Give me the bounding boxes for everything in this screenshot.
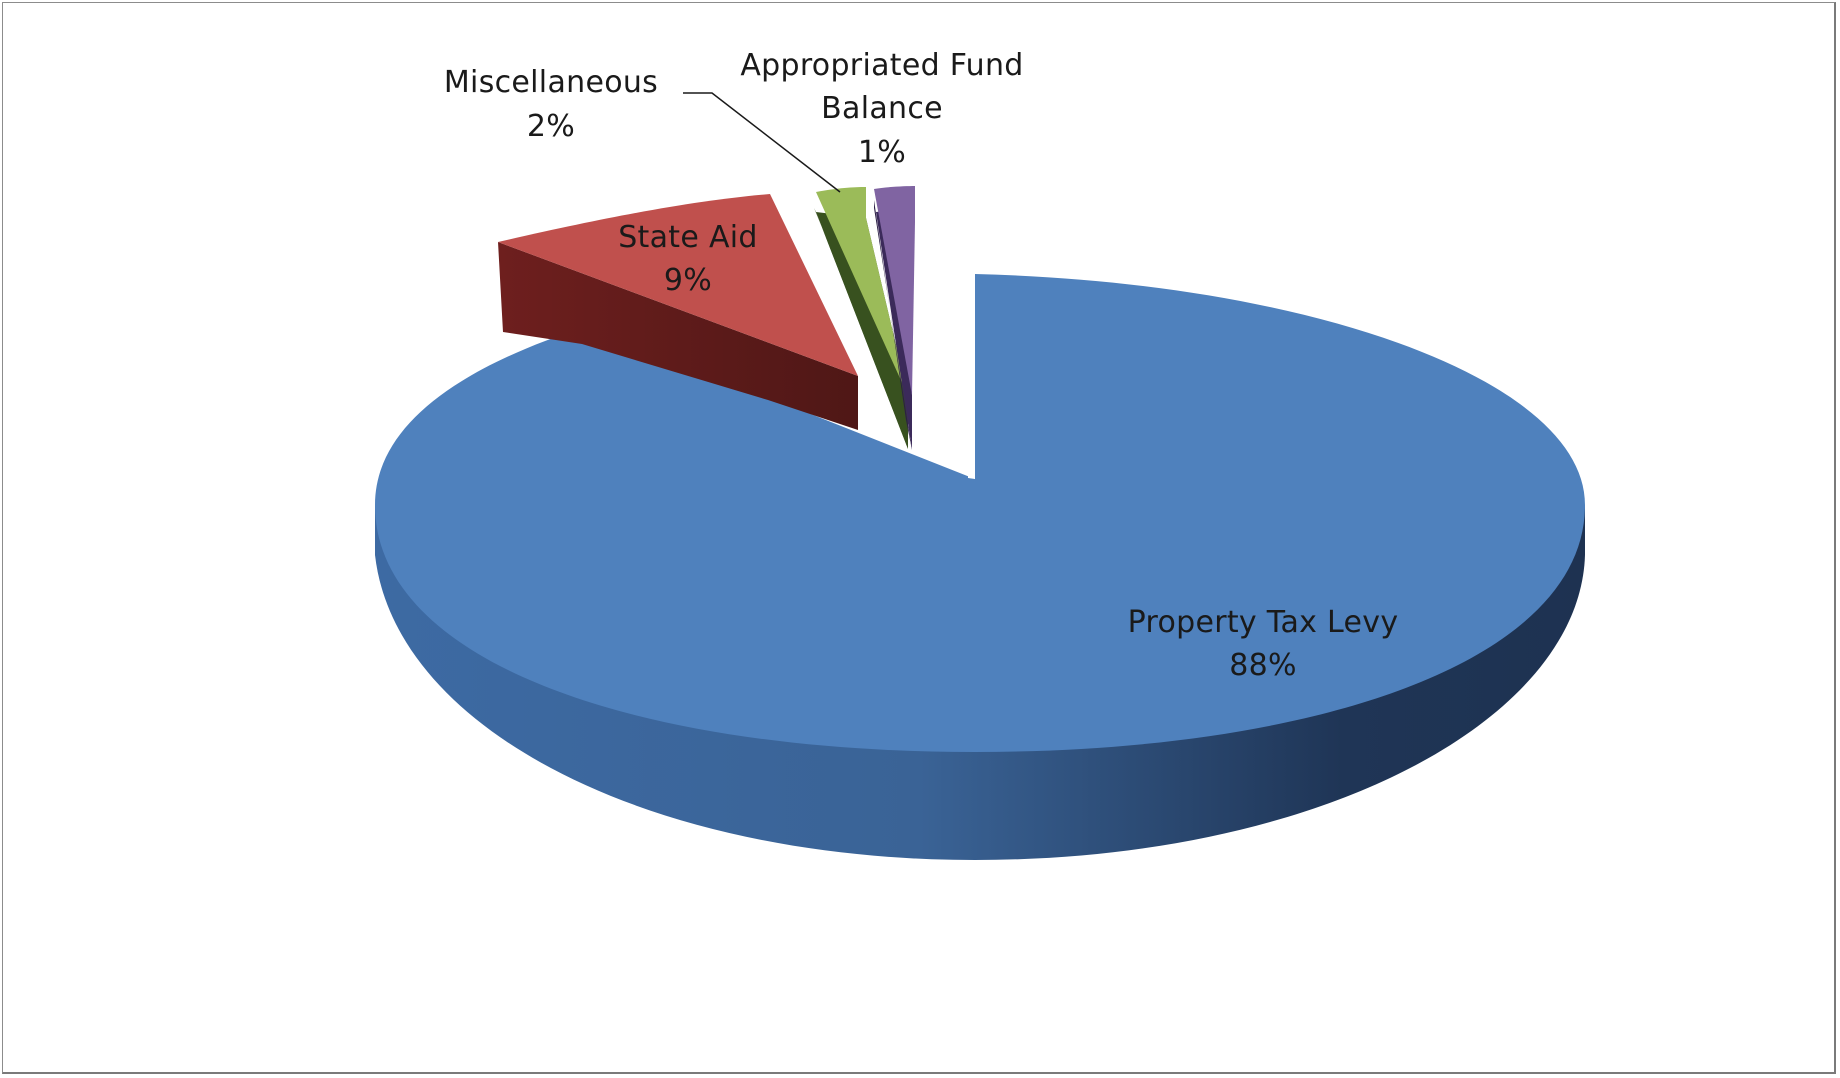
label-state-aid: State Aid 9% — [618, 220, 758, 298]
slice-miscellaneous — [814, 187, 908, 449]
slice-state-aid-side — [498, 242, 858, 430]
slice-appropriated-fund-balance-top — [874, 186, 915, 395]
label-state-aid-name: State Aid — [618, 220, 758, 255]
slice-property-tax-levy-cut-face — [968, 274, 975, 479]
label-state-aid-percent: 9% — [664, 263, 712, 298]
leader-line-miscellaneous — [683, 92, 841, 193]
label-appropriated-fund-balance: Appropriated Fund Balance 1% — [740, 48, 1023, 170]
label-property-tax-levy-percent: 88% — [1229, 648, 1297, 683]
slice-miscellaneous-front — [816, 212, 908, 449]
slice-property-tax-levy-top — [375, 274, 1585, 752]
label-miscellaneous-percent: 2% — [527, 109, 575, 144]
slice-appropriated-fund-balance-front — [876, 210, 912, 450]
label-appropriated-fund-balance-name-line-1: Appropriated Fund — [740, 48, 1023, 83]
label-appropriated-fund-balance-name-line-2: Balance — [821, 91, 943, 126]
label-miscellaneous: Miscellaneous 2% — [444, 65, 658, 144]
slice-appropriated-fund-balance — [874, 186, 915, 450]
slice-state-aid-top — [498, 194, 858, 376]
slice-miscellaneous-top — [816, 187, 908, 396]
label-miscellaneous-name: Miscellaneous — [444, 65, 658, 100]
slice-property-tax-levy — [375, 274, 1585, 860]
label-property-tax-levy: Property Tax Levy 88% — [1128, 605, 1399, 683]
slice-state-aid — [498, 194, 858, 430]
label-appropriated-fund-balance-percent: 1% — [858, 135, 906, 170]
label-property-tax-levy-name: Property Tax Levy — [1128, 605, 1399, 640]
